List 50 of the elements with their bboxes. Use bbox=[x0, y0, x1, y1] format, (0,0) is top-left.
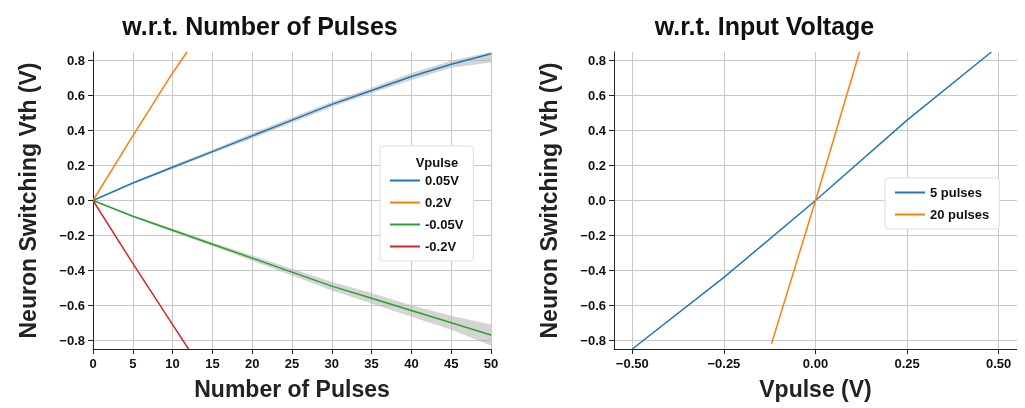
y-tick-label: −0.8 bbox=[580, 332, 606, 348]
y-tick-label: 0.4 bbox=[587, 123, 607, 139]
x-tick-label: 0.25 bbox=[894, 356, 920, 371]
chart-title: w.r.t. Number of Pulses bbox=[121, 11, 398, 40]
legend-label: -0.05V bbox=[425, 217, 464, 232]
x-tick-label: 0.50 bbox=[986, 356, 1012, 371]
y-tick-label: −0.2 bbox=[580, 227, 606, 243]
y-tick-label: 0.6 bbox=[66, 88, 85, 104]
legend-title: Vpulse bbox=[415, 155, 459, 170]
x-tick-label: 30 bbox=[324, 356, 340, 371]
y-tick-label: 0.2 bbox=[66, 158, 85, 174]
line-series bbox=[92, 199, 190, 350]
y-axis-title: Neuron Switching Vth (V) bbox=[14, 62, 41, 339]
line-series bbox=[631, 51, 993, 350]
legend-label: 0.2V bbox=[425, 195, 453, 210]
y-tick-label: 0.4 bbox=[66, 123, 86, 139]
legend-label: -0.2V bbox=[425, 239, 457, 254]
x-tick-label: 50 bbox=[483, 356, 499, 371]
y-tick-label: 0.2 bbox=[587, 158, 606, 174]
x-tick-label: 40 bbox=[404, 356, 419, 371]
x-tick-label: 5 bbox=[129, 356, 137, 371]
chart-title: w.r.t. Input Voltage bbox=[653, 11, 875, 40]
y-tick-label: −0.4 bbox=[580, 262, 607, 278]
x-tick-label: −0.50 bbox=[615, 356, 649, 371]
y-axis-title: Neuron Switching Vth (V) bbox=[535, 62, 562, 339]
x-tick-label: 35 bbox=[364, 356, 379, 371]
x-axis-title: Vpulse (V) bbox=[759, 375, 872, 402]
y-tick-label: 0.8 bbox=[66, 53, 85, 69]
y-tick-label: 0.0 bbox=[587, 193, 606, 208]
y-tick-label: 0.6 bbox=[587, 88, 606, 104]
x-tick-label: 10 bbox=[165, 356, 180, 371]
x-tick-label: 20 bbox=[244, 356, 260, 371]
x-tick-label: 15 bbox=[205, 356, 220, 371]
legend-label: 20 pulses bbox=[930, 207, 990, 222]
x-axis-title: Number of Pulses bbox=[194, 375, 390, 402]
x-tick-label: 25 bbox=[284, 356, 300, 371]
y-tick-label: −0.4 bbox=[59, 262, 86, 278]
x-tick-label: 0 bbox=[89, 356, 97, 371]
y-tick-label: 0.0 bbox=[66, 193, 85, 208]
x-tick-label: −0.25 bbox=[707, 356, 741, 371]
legend-label: 5 pulses bbox=[930, 185, 983, 200]
y-tick-label: 0.8 bbox=[587, 53, 606, 69]
y-tick-label: −0.8 bbox=[59, 332, 85, 348]
y-tick-label: −0.6 bbox=[59, 297, 85, 313]
y-tick-label: −0.2 bbox=[59, 227, 85, 243]
x-tick-label: 45 bbox=[443, 356, 459, 371]
x-tick-label: 0.00 bbox=[802, 356, 829, 371]
line-series bbox=[92, 51, 188, 202]
legend-label: 0.05V bbox=[425, 173, 460, 188]
y-tick-label: −0.6 bbox=[580, 297, 606, 313]
